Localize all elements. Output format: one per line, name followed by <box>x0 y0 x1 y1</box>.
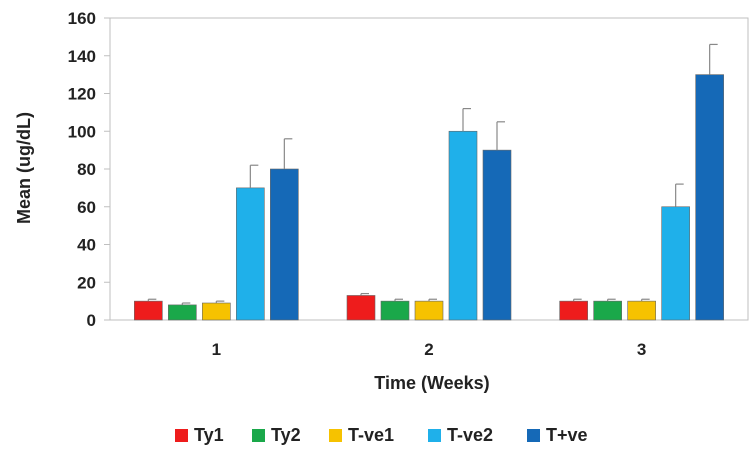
x-axis-title: Time (Weeks) <box>374 373 489 393</box>
y-tick-label: 80 <box>77 160 96 179</box>
y-tick-label: 140 <box>68 47 96 66</box>
plot-area <box>109 17 749 321</box>
y-tick-label: 60 <box>77 198 96 217</box>
legend-label: Ty2 <box>271 425 301 445</box>
y-tick-label: 40 <box>77 236 96 255</box>
bar <box>236 187 265 321</box>
bar <box>380 300 410 321</box>
bar <box>134 300 163 321</box>
legend-label: T-ve1 <box>348 425 394 445</box>
legend-label: T-ve2 <box>447 425 493 445</box>
bar <box>270 168 299 321</box>
bar <box>593 300 622 321</box>
x-tick-label: 2 <box>424 340 433 359</box>
y-tick-label: 100 <box>68 122 96 141</box>
legend-label: Ty1 <box>194 425 224 445</box>
bar <box>559 300 588 321</box>
legend-swatch <box>428 429 441 442</box>
y-axis-title: Mean (ug/dL) <box>14 112 34 224</box>
legend-swatch <box>329 429 342 442</box>
legend-swatch <box>252 429 265 442</box>
bar <box>695 74 724 321</box>
bar <box>448 130 478 321</box>
error-bars-group <box>147 43 718 305</box>
bar <box>414 300 444 321</box>
x-tick-label: 1 <box>212 340 221 359</box>
bar <box>661 206 690 321</box>
y-axis: 0 20 40 60 80 100 120 140 160 <box>68 9 110 330</box>
x-axis: 1 2 3 <box>212 340 647 359</box>
x-tick-label: 3 <box>637 340 646 359</box>
bar <box>202 302 231 321</box>
bar <box>482 149 512 321</box>
plot-border <box>109 17 749 321</box>
y-tick-label: 20 <box>77 273 96 292</box>
bars-group <box>134 74 724 321</box>
bar <box>168 304 197 321</box>
bar <box>627 300 656 321</box>
y-tick-label: 0 <box>87 311 96 330</box>
legend: Ty1 Ty2 T-ve1 T-ve2 T+ve <box>175 425 588 445</box>
y-tick-label: 120 <box>68 85 96 104</box>
legend-label: T+ve <box>546 425 588 445</box>
legend-swatch <box>175 429 188 442</box>
bar <box>346 295 376 321</box>
y-tick-label: 160 <box>68 9 96 28</box>
legend-swatch <box>527 429 540 442</box>
